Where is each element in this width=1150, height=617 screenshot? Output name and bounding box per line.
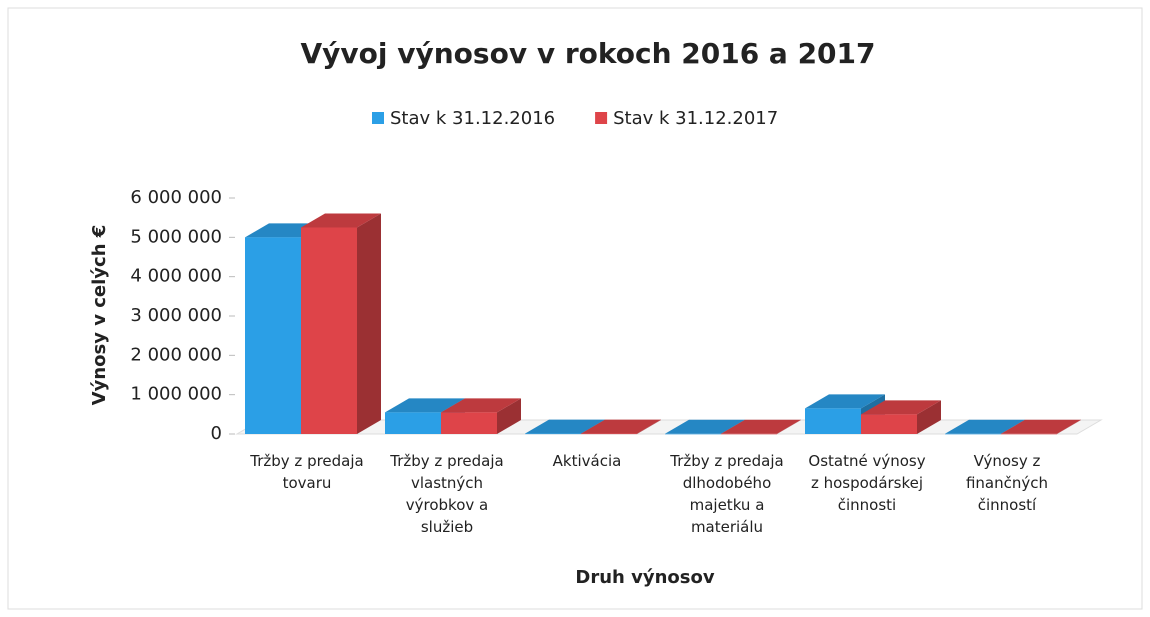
bar-top	[861, 400, 941, 415]
bar-top	[385, 398, 465, 413]
y-tick-label: 2 000 000	[130, 344, 222, 365]
bar-front	[385, 412, 441, 434]
bar-front	[945, 433, 1001, 435]
bar-top	[1001, 419, 1081, 434]
bar	[581, 419, 661, 435]
bar-top	[805, 394, 885, 409]
bar-front	[805, 408, 861, 434]
y-tick-label: 0	[211, 423, 222, 444]
bar	[721, 419, 801, 435]
x-tick-label: Aktivácia	[552, 452, 622, 470]
bar-front	[245, 237, 301, 434]
bar-front	[665, 433, 721, 435]
bar-top	[945, 419, 1025, 434]
legend-swatch	[595, 112, 608, 124]
legend-label: Stav k 31.12.2017	[613, 108, 778, 129]
x-tick-label: Tržby z predaja vlastných výrobkov a slu…	[390, 452, 504, 536]
bar-side	[357, 213, 381, 434]
bar-top	[721, 419, 801, 434]
legend-swatch	[372, 112, 384, 124]
bar-top	[301, 213, 381, 228]
y-tick-label: 6 000 000	[130, 187, 222, 208]
bar-top	[581, 419, 661, 434]
bar-front	[581, 433, 637, 435]
bar-front	[301, 227, 357, 434]
x-tick-label: Tržby z predaja dlhodobého majetku a mat…	[670, 452, 784, 536]
y-axis-label: Výnosy v celých €	[89, 225, 110, 406]
bar	[441, 398, 521, 434]
x-axis-label: Druh výnosov	[575, 567, 714, 588]
x-tick-label: Ostatné výnosy z hospodárskej činnosti	[808, 452, 926, 514]
bar-front	[721, 433, 777, 435]
bar-side	[917, 400, 941, 434]
bar-side	[497, 398, 521, 434]
bar	[301, 213, 381, 434]
bar-front	[1001, 433, 1057, 435]
bar-front	[441, 412, 497, 434]
bar-top	[441, 398, 521, 413]
y-tick-label: 4 000 000	[130, 266, 222, 287]
bar-top	[665, 419, 745, 434]
bar-side	[777, 419, 801, 434]
chart-border	[7, 7, 1143, 610]
bar	[1001, 419, 1081, 435]
legend-label: Stav k 31.12.2016	[390, 108, 555, 129]
y-tick-label: 1 000 000	[130, 384, 222, 405]
bar-side	[1057, 419, 1081, 434]
bar-front	[525, 433, 581, 435]
bar-top	[525, 419, 605, 434]
x-tick-label: Tržby z predaja tovaru	[250, 452, 364, 492]
bar-side	[637, 419, 661, 434]
bar-front	[861, 414, 917, 434]
x-tick-label: Výnosy z finančných činností	[965, 452, 1049, 514]
chart-title: Vývoj výnosov v rokoch 2016 a 2017	[300, 37, 875, 70]
y-tick-label: 5 000 000	[130, 226, 222, 247]
bar	[861, 400, 941, 434]
y-tick-label: 3 000 000	[130, 305, 222, 326]
